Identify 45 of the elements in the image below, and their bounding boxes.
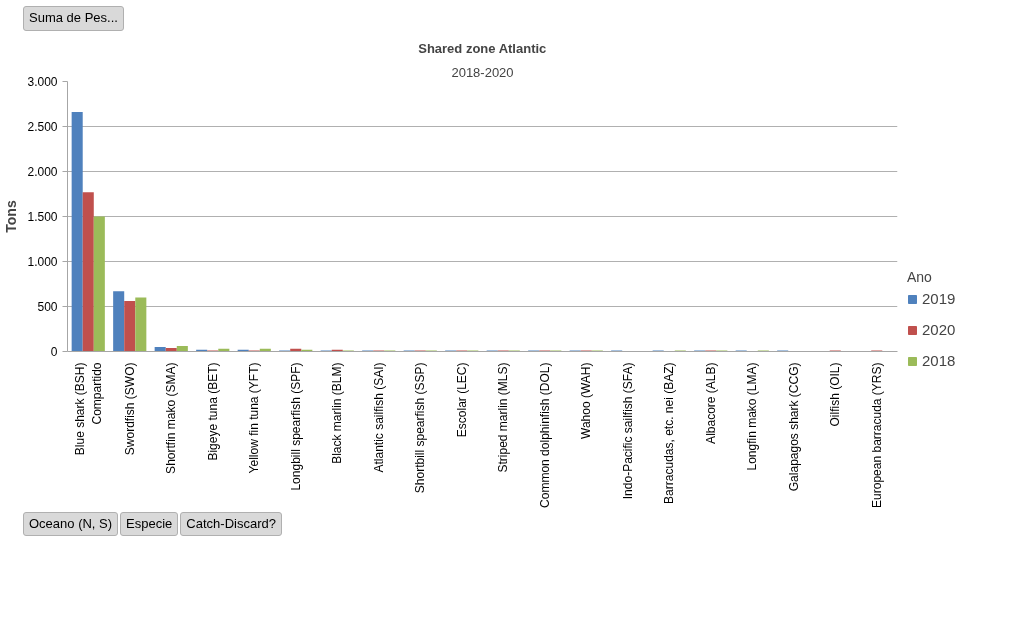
y-tick-label: 0 <box>50 344 58 359</box>
x-tick-label: Oilfish (OIL) <box>828 362 843 427</box>
y-tick-label: 500 <box>37 299 58 314</box>
bar <box>176 345 188 352</box>
x-tick-label: Yellow fin tuna (YFT) <box>247 362 262 473</box>
legend-title: Ano <box>907 269 933 286</box>
bar <box>135 297 147 352</box>
y-tick-label: 1.500 <box>27 209 58 224</box>
x-tick-label: Bigeye tuna (BET) <box>205 362 220 461</box>
x-tick-label: Longbill spearfish (SPF) <box>288 362 303 491</box>
legend-label: 2018 <box>922 352 956 370</box>
x-tick-label: Longfin mako (LMA) <box>745 362 760 471</box>
legend-label: 2019 <box>922 290 956 308</box>
x-tick-label: European barracuda (YRS) <box>869 362 884 508</box>
x-tick-label: Swordfish (SWO) <box>122 362 137 455</box>
x-tick-label: Blue shark (BSH) Compartido <box>72 361 104 455</box>
y-tick-label: 3.000 <box>27 74 58 89</box>
x-tick-label: Galapagos shark (CCG) <box>786 362 801 491</box>
text: Suma de Pes... <box>29 9 118 27</box>
bar <box>93 216 105 352</box>
x-tick-label: Indo-Pacific sailfish (SFA) <box>620 362 635 499</box>
chart-subtitle: 2018-2020 <box>451 64 514 80</box>
y-axis-title: Tons <box>3 199 20 233</box>
bar <box>113 290 125 352</box>
x-tick-label: Black marlin (BLM) <box>330 362 345 464</box>
x-tick-label: Shortfin mako (SMA) <box>164 362 179 474</box>
bar <box>82 191 94 352</box>
text: Catch-Discard? <box>186 514 276 533</box>
y-tick-label: 1.000 <box>27 254 58 269</box>
x-tick-label: Albacore (ALB) <box>703 362 718 444</box>
x-tick-label: Striped marlin (MLS) <box>496 362 511 473</box>
bar <box>124 300 136 352</box>
x-tick-label: Wahoo (WAH) <box>579 362 594 439</box>
y-tick-label: 2.500 <box>27 119 58 134</box>
x-tick-label: Barracudas, etc. nei (BAZ) <box>662 362 677 504</box>
x-tick-label: Atlantic sailfish (SAI) <box>371 362 386 473</box>
x-tick-label: Shortbill spearfish (SSP) <box>413 362 428 493</box>
text: Especie <box>126 514 173 533</box>
text: Oceano (N, S) <box>29 514 113 533</box>
bar <box>71 111 83 352</box>
chart-title: Shared zone Atlantic <box>418 40 547 56</box>
x-tick-label: Common dolphinfish (DOL) <box>537 362 552 508</box>
legend-label: 2020 <box>922 321 956 339</box>
x-tick-label: Escolar (LEC) <box>454 362 469 437</box>
y-tick-label: 2.000 <box>27 164 58 179</box>
